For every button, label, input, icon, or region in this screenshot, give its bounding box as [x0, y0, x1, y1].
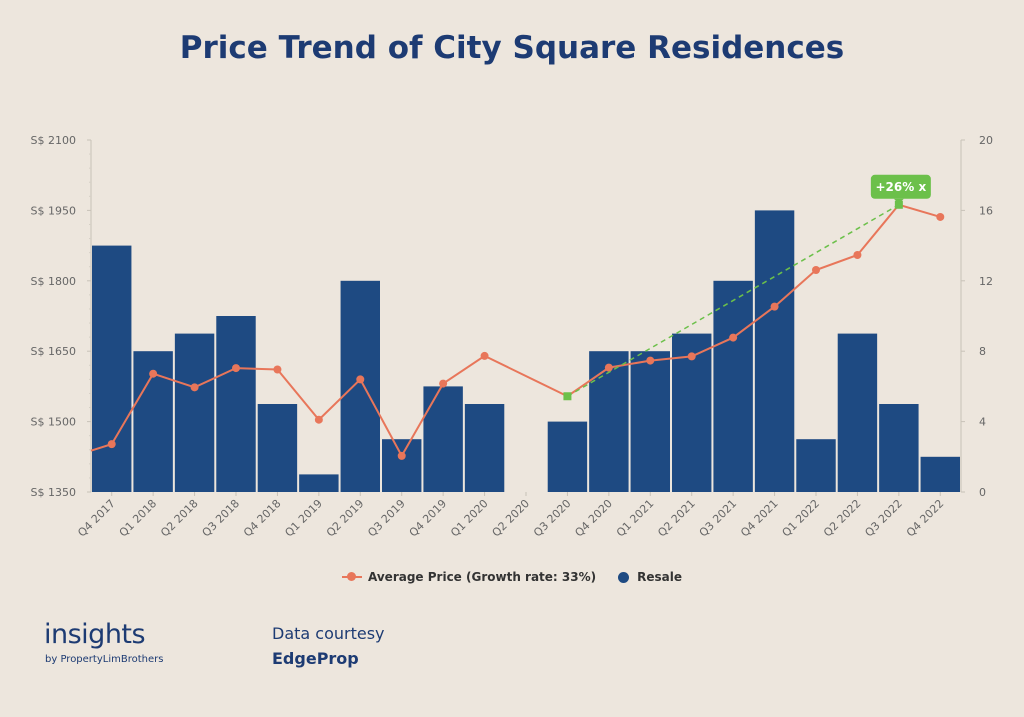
x-tick-label: Q4 2017 [75, 497, 118, 540]
x-tick-label: Q4 2018 [241, 497, 284, 540]
chart-axes: S$ 1350 S$ 1500 S$ 1650 S$ 1800 S$ 1950 S$ 21… [31, 134, 993, 499]
average-price-point [397, 451, 406, 460]
legend-item-average-price[interactable]: Average Price (Growth rate: 33%) [342, 570, 596, 584]
y-right-tick-label: 8 [979, 345, 986, 358]
average-price-point [853, 250, 862, 259]
average-price-point [439, 379, 448, 388]
x-tick-label: Q1 2019 [282, 497, 325, 540]
x-tick-label: Q2 2019 [324, 497, 367, 540]
resale-bar [464, 404, 505, 492]
average-price-point [687, 352, 696, 361]
legend-label-average-price: Average Price (Growth rate: 33%) [368, 570, 597, 584]
average-price-point [646, 356, 655, 365]
x-tick-label: Q2 2022 [821, 497, 864, 540]
page-title: Price Trend of City Square Residences [179, 30, 845, 66]
resale-bar [879, 404, 919, 492]
x-tick-label: Q1 2022 [780, 497, 823, 540]
resale-bar [174, 333, 215, 492]
resale-bar [713, 280, 753, 492]
x-tick-label: Q4 2021 [738, 497, 781, 540]
resale-bar [382, 439, 422, 492]
resale-bar [920, 456, 960, 492]
average-price-point [190, 383, 199, 392]
average-price-point [273, 365, 282, 374]
data-courtesy-label: Data courtesy [272, 624, 385, 643]
price-trend-chart: S$ 1350 S$ 1500 S$ 1650 S$ 1800 S$ 1950 S$ 21… [31, 134, 993, 539]
resale-bar [92, 245, 132, 492]
average-price-point [770, 302, 779, 311]
x-tick-label: Q4 2020 [572, 497, 615, 540]
x-tick-label: Q1 2021 [614, 497, 657, 540]
x-tick-label: Q2 2018 [158, 497, 201, 540]
x-tick-label: Q2 2021 [655, 497, 698, 540]
y-right-tick-label: 4 [979, 416, 986, 429]
average-price-point [232, 364, 240, 373]
y-right-tick-label: 16 [979, 204, 993, 217]
resale-bar [796, 439, 836, 492]
brand-logo-subtitle: by PropertyLimBrothers [45, 654, 164, 665]
resale-bar [299, 474, 339, 492]
growth-badge-pointer [893, 198, 904, 204]
resale-bar [216, 316, 256, 492]
y-left-tick-label: S$ 1350 [31, 486, 76, 499]
line-marker-icon [342, 572, 362, 582]
x-tick-label: Q4 2022 [904, 497, 947, 540]
x-tick-label: Q3 2021 [697, 497, 740, 540]
growth-dashed-line [567, 204, 900, 397]
y-right-tick-label: 20 [979, 134, 993, 147]
growth-annotation: +26% x [567, 174, 931, 397]
data-courtesy-source: EdgeProp [272, 649, 359, 668]
x-tick-label: Q2 2020 [490, 497, 533, 540]
average-price-point [480, 351, 489, 360]
growth-badge-label: +26% x [876, 180, 927, 194]
y-left-tick-label: S$ 1800 [31, 275, 76, 288]
x-tick-label: Q1 2020 [448, 497, 491, 540]
average-price-point [604, 363, 613, 372]
y-left-tick-label: S$ 1500 [31, 416, 76, 429]
resale-bar [837, 333, 878, 492]
x-tick-label: Q1 2018 [117, 497, 160, 540]
x-tick-label: Q3 2020 [531, 497, 574, 540]
resale-bar [589, 351, 629, 492]
y-right-tick-label: 0 [979, 486, 986, 499]
resale-bar [257, 404, 298, 492]
average-price-point [812, 266, 820, 275]
resale-bar [547, 421, 588, 492]
resale-bar [630, 351, 670, 492]
resale-bars [92, 210, 960, 492]
average-price-point [356, 375, 365, 384]
legend-item-resale[interactable]: Resale [618, 570, 682, 584]
resale-bar [754, 210, 795, 492]
y-left-tick-label: S$ 1650 [31, 345, 76, 358]
brand-logo-insights: insights [44, 619, 146, 650]
chart-legend: Average Price (Growth rate: 33%) Resale [0, 570, 1024, 584]
average-price-point [729, 333, 738, 342]
growth-badge [870, 174, 931, 199]
y-right-tick-label: 12 [979, 275, 993, 288]
x-tick-label: Q3 2018 [200, 497, 243, 540]
x-tick-label: Q3 2022 [862, 497, 905, 540]
resale-bar [340, 280, 380, 492]
circle-marker-icon [618, 571, 630, 583]
average-price-point [107, 440, 116, 449]
legend-label-resale: Resale [637, 570, 682, 584]
y-left-tick-label: S$ 2100 [31, 134, 76, 147]
resale-bar [423, 386, 463, 492]
y-left-tick-label: S$ 1950 [31, 204, 76, 217]
average-price-point [314, 415, 323, 424]
average-price-point [149, 369, 158, 378]
x-tick-label: Q3 2019 [365, 497, 408, 540]
x-tick-label: Q4 2019 [407, 497, 450, 540]
average-price-point [936, 212, 945, 221]
